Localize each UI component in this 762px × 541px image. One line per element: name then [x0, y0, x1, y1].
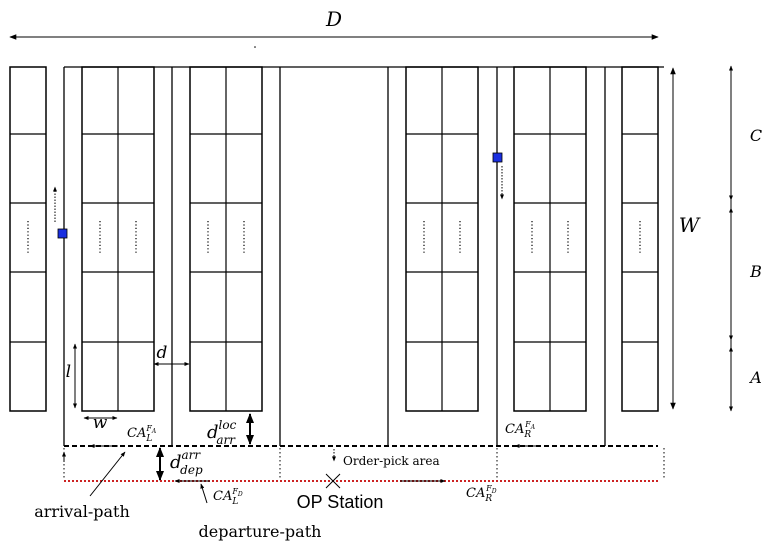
location-width-w: w	[83, 413, 118, 433]
distance-arr-loc: dloc arr	[207, 413, 254, 447]
distance-dep-arr: darr dep	[156, 447, 203, 481]
label-CA-L-FA: CALFA	[127, 424, 157, 444]
zone-dimensions: C B A	[729, 65, 762, 412]
rack-block	[405, 66, 479, 412]
label-zone-A: A	[748, 368, 762, 387]
label-departure-path: departure-path	[199, 522, 322, 541]
rack-block	[189, 66, 263, 412]
aisle-lines	[63, 67, 606, 446]
label-CA-R-FD: CARFD	[466, 484, 497, 504]
label-CA-R-FA: CARFA	[505, 420, 536, 440]
storage-racks	[9, 66, 659, 412]
width-dimension-D: D	[9, 7, 659, 48]
label-d-arr-loc: dloc arr	[207, 418, 237, 447]
label-zone-B: B	[749, 262, 762, 281]
label-l: l	[66, 362, 71, 382]
arrival-path-callout: arrival-path	[34, 451, 130, 521]
location-length-l: l	[66, 343, 77, 409]
rack-block	[513, 66, 587, 412]
vehicle-square	[492, 152, 503, 163]
height-dimension-W: W	[670, 67, 701, 410]
label-op-station: OP Station	[297, 492, 384, 512]
departure-path-callout: departure-path	[199, 483, 322, 541]
rack-block	[9, 66, 47, 412]
vehicle-right	[492, 152, 504, 200]
label-w: w	[93, 413, 108, 433]
label-W: W	[679, 213, 701, 237]
aisle-width-d: d	[153, 343, 190, 366]
label-arrival-path: arrival-path	[34, 502, 130, 521]
label-CA-L-FD: CALFD	[213, 487, 243, 507]
rack-block	[621, 66, 659, 412]
label-zone-C: C	[750, 126, 762, 145]
vehicle-square	[57, 228, 68, 239]
label-D: D	[325, 7, 342, 31]
op-station: OP Station	[297, 473, 384, 512]
label-order-pick-area: Order-pick area	[343, 454, 440, 468]
order-pick-area: Order-pick area	[332, 449, 440, 468]
label-d-dep-arr: darr dep	[170, 448, 203, 477]
rack-block	[81, 66, 155, 412]
vehicle-left	[53, 186, 68, 239]
label-d: d	[157, 343, 168, 363]
